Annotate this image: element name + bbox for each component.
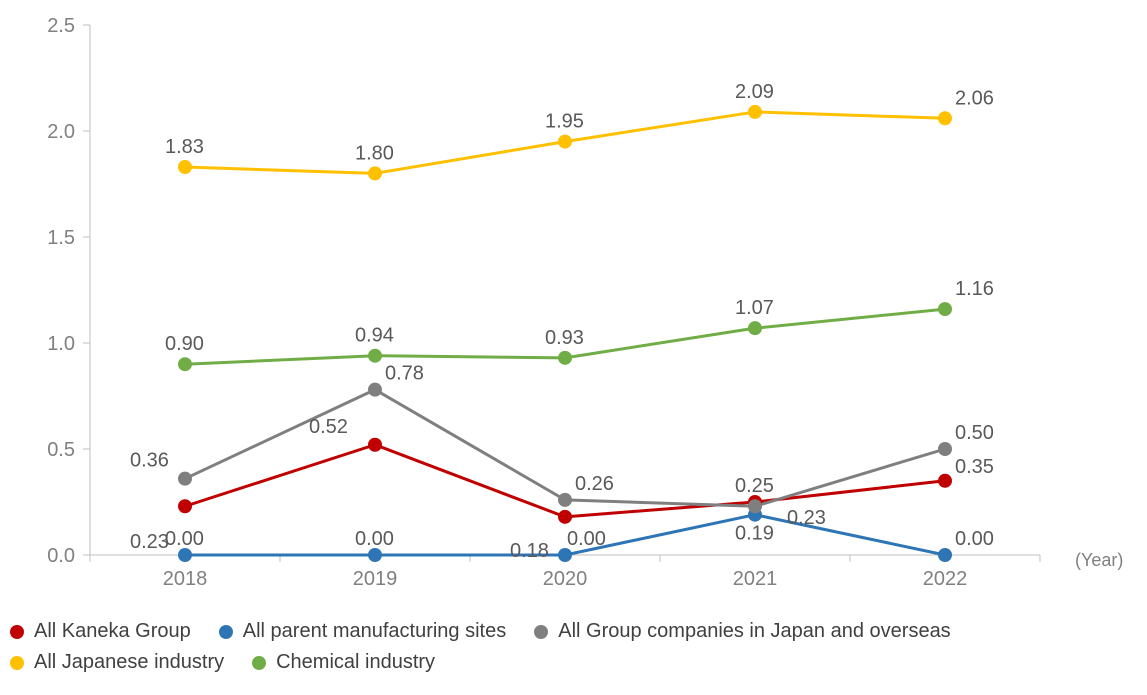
legend-swatch-icon — [219, 625, 233, 639]
series-marker-group_companies — [178, 472, 192, 486]
series-marker-group_companies — [558, 493, 572, 507]
data-label-parent_sites: 0.19 — [735, 523, 774, 545]
legend-label: All Kaneka Group — [34, 620, 191, 643]
series-marker-chemical_industry — [748, 321, 762, 335]
data-label-japanese_industry: 2.09 — [735, 81, 774, 103]
data-label-chemical_industry: 0.93 — [545, 327, 584, 349]
data-label-group_companies: 0.50 — [955, 422, 994, 444]
chart-container: 0.0 0.5 1.0 1.5 2.0 2.5 2018 2019 2020 2021 2022 (Y… — [0, 0, 1147, 695]
data-label-parent_sites: 0.00 — [567, 528, 606, 550]
legend-item-kaneka_group: All Kaneka Group — [10, 620, 191, 643]
line-chart: 0.0 0.5 1.0 1.5 2.0 2.5 2018 2019 2020 2021 2022 (Y… — [0, 0, 1147, 695]
x-tick-label: 2021 — [733, 568, 778, 590]
data-label-group_companies: 0.36 — [130, 450, 169, 472]
data-label-chemical_industry: 1.16 — [955, 278, 994, 300]
legend-swatch-icon — [252, 656, 266, 670]
data-label-group_companies: 0.26 — [575, 473, 614, 495]
series-marker-japanese_industry — [938, 111, 952, 125]
legend-item-chemical_industry: Chemical industry — [252, 651, 435, 674]
data-label-group_companies: 0.78 — [385, 363, 424, 385]
y-tick-label: 2.5 — [47, 15, 75, 37]
series-marker-parent_sites — [938, 548, 952, 562]
x-tick-label: 2020 — [543, 568, 588, 590]
data-label-parent_sites: 0.00 — [955, 528, 994, 550]
series-marker-kaneka_group — [938, 474, 952, 488]
legend-item-parent_sites: All parent manufacturing sites — [219, 620, 506, 643]
series-marker-japanese_industry — [178, 160, 192, 174]
legend-label: All parent manufacturing sites — [243, 620, 506, 643]
series-marker-group_companies — [938, 442, 952, 456]
series-marker-group_companies — [368, 383, 382, 397]
x-tick-label: 2022 — [923, 568, 968, 590]
data-label-kaneka_group: 0.18 — [510, 540, 549, 562]
legend-label: All Group companies in Japan and oversea… — [558, 620, 950, 643]
series-marker-chemical_industry — [368, 349, 382, 363]
series-marker-kaneka_group — [368, 438, 382, 452]
legend: All Kaneka Group All parent manufacturing… — [10, 620, 1130, 682]
data-label-kaneka_group: 0.52 — [309, 416, 348, 438]
legend-swatch-icon — [534, 625, 548, 639]
y-tick-label: 0.5 — [47, 439, 75, 461]
series-marker-kaneka_group — [558, 510, 572, 524]
series-marker-parent_sites — [558, 548, 572, 562]
data-label-parent_sites: 0.00 — [165, 528, 204, 550]
y-tick-label: 1.5 — [47, 227, 75, 249]
data-label-japanese_industry: 2.06 — [955, 87, 994, 109]
series-marker-parent_sites — [178, 548, 192, 562]
legend-swatch-icon — [10, 625, 24, 639]
data-label-parent_sites: 0.00 — [355, 528, 394, 550]
series-marker-japanese_industry — [368, 166, 382, 180]
legend-item-japanese_industry: All Japanese industry — [10, 651, 224, 674]
series-marker-chemical_industry — [558, 351, 572, 365]
x-tick-label: 2018 — [163, 568, 208, 590]
data-label-chemical_industry: 0.94 — [355, 325, 394, 347]
series-marker-group_companies — [748, 499, 762, 513]
x-tick-label: 2019 — [353, 568, 398, 590]
legend-swatch-icon — [10, 656, 24, 670]
data-label-chemical_industry: 0.90 — [165, 333, 204, 355]
legend-label: Chemical industry — [276, 651, 435, 674]
legend-label: All Japanese industry — [34, 651, 224, 674]
series-marker-chemical_industry — [178, 357, 192, 371]
data-label-kaneka_group: 0.35 — [955, 456, 994, 478]
series-marker-japanese_industry — [748, 105, 762, 119]
y-tick-label: 1.0 — [47, 333, 75, 355]
series-marker-parent_sites — [368, 548, 382, 562]
series-marker-chemical_industry — [938, 302, 952, 316]
y-tick-label: 2.0 — [47, 121, 75, 143]
data-label-japanese_industry: 1.95 — [545, 111, 584, 133]
legend-item-group_companies: All Group companies in Japan and oversea… — [534, 620, 950, 643]
data-label-japanese_industry: 1.80 — [355, 142, 394, 164]
data-label-chemical_industry: 1.07 — [735, 297, 774, 319]
data-label-kaneka_group: 0.23 — [130, 531, 169, 553]
y-tick-label: 0.0 — [47, 545, 75, 567]
series-marker-japanese_industry — [558, 135, 572, 149]
series-line-group_companies — [185, 390, 945, 507]
series-marker-kaneka_group — [178, 499, 192, 513]
data-label-kaneka_group: 0.25 — [735, 475, 774, 497]
x-axis-unit-label: (Year) — [1075, 550, 1123, 570]
data-label-japanese_industry: 1.83 — [165, 136, 204, 158]
data-label-group_companies: 0.23 — [787, 507, 826, 529]
